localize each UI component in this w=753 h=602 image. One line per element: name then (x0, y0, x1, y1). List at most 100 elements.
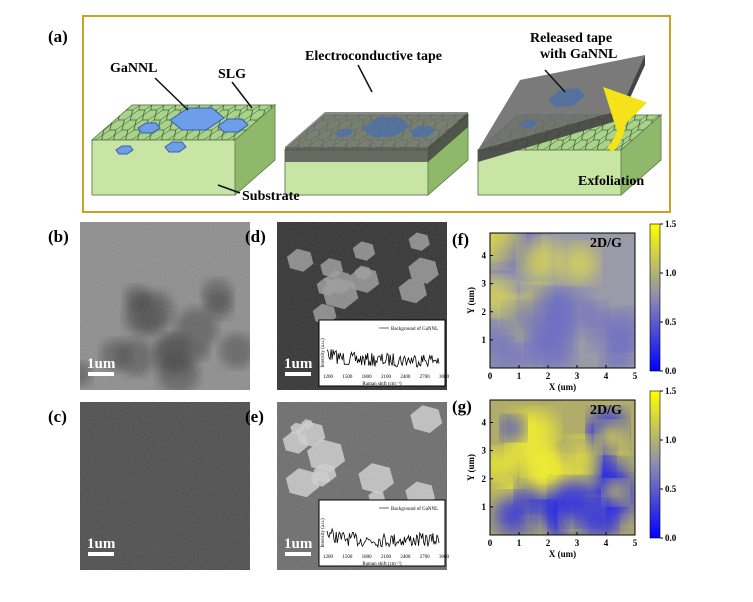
inset-tick: 2400 (400, 555, 411, 560)
panel-label: (a) (48, 27, 68, 46)
y-tick-label: 1 (482, 335, 487, 345)
inset-tick: 2700 (420, 555, 431, 560)
x-axis-label: X (um) (549, 382, 576, 392)
annotation: Substrate (242, 189, 300, 204)
inset-tick: 1500 (342, 375, 353, 380)
inset-tick: 3000 (439, 555, 450, 560)
spectrum (326, 527, 440, 549)
y-tick-label: 2 (482, 307, 487, 317)
annotation: SLG (218, 67, 246, 82)
colorbar (649, 390, 661, 539)
micrograph (80, 402, 250, 570)
colorbar-tick-label: 1.0 (665, 268, 677, 278)
x-tick-label: 3 (575, 538, 580, 548)
inset-x-label: Raman shift (cm⁻¹) (362, 381, 401, 387)
inset-y-label: Intensity (a.u.) (321, 518, 326, 548)
colorbar (649, 223, 661, 372)
x-tick-label: 1 (517, 371, 522, 381)
colorbar-tick-label: 1.5 (665, 219, 677, 229)
inset-y-label: Intensity (a.u.) (321, 338, 326, 368)
map-title: 2D/G (590, 236, 622, 251)
heat-blob (502, 302, 537, 337)
y-axis-label: Y (um) (466, 287, 476, 314)
heat-blob (519, 239, 561, 281)
colorbar-tick-label: 0.0 (665, 366, 677, 376)
y-tick-label: 3 (482, 279, 487, 289)
noise (80, 222, 250, 390)
heat-blob (596, 422, 627, 452)
colorbar-tick-label: 0.5 (665, 484, 677, 494)
scale-bar-label: 1um (284, 356, 313, 372)
heat-blob (528, 441, 553, 466)
y-tick-label: 3 (482, 446, 487, 456)
inset-tick: 1800 (362, 555, 373, 560)
panel-label: (b) (48, 227, 69, 246)
annotation: Electroconductive tape (305, 49, 442, 64)
heat-blob (490, 277, 514, 316)
micrograph (80, 222, 250, 390)
inset-tick: 2400 (400, 375, 411, 380)
colorbar-tick-label: 1.5 (665, 386, 677, 396)
inset-tick: 1800 (362, 375, 373, 380)
x-tick-label: 5 (633, 538, 638, 548)
heat-blob (603, 480, 628, 505)
panel-label: (g) (452, 397, 472, 416)
heat-blob (601, 347, 631, 368)
noise (80, 402, 250, 570)
annotation: GaNNL (110, 61, 157, 76)
y-tick-label: 2 (482, 474, 487, 484)
scale-bar-label: 1um (284, 536, 313, 552)
scale-bar (88, 552, 114, 556)
heatmap (490, 233, 635, 368)
inset-tick: 1200 (323, 375, 334, 380)
x-tick-label: 4 (604, 371, 609, 381)
heat-blob (559, 244, 599, 283)
inset-tick: 2100 (381, 375, 392, 380)
x-axis-label: X (um) (549, 549, 576, 559)
inset-x-label: Raman shift (cm⁻¹) (362, 561, 401, 567)
y-axis-label: Y (um) (466, 454, 476, 481)
panel-label: (f) (452, 230, 469, 249)
scale-bar (88, 372, 114, 376)
scale-bar (285, 552, 311, 556)
x-tick-label: 3 (575, 371, 580, 381)
heat-blob (577, 501, 617, 535)
scale-bar-label: 1um (87, 356, 116, 372)
x-tick-label: 0 (488, 538, 493, 548)
inset-tick: 3000 (439, 375, 450, 380)
y-tick-label: 4 (482, 251, 487, 261)
heatmap (490, 400, 635, 535)
colorbar-tick-label: 0.5 (665, 317, 677, 327)
panel-label: (d) (245, 227, 266, 246)
spectrum (326, 349, 440, 368)
heat-blob (506, 445, 533, 473)
annotation: Released tape (530, 31, 612, 46)
colorbar-tick-label: 0.0 (665, 533, 677, 543)
heat-blob (564, 437, 600, 472)
heat-blob (536, 290, 569, 323)
y-tick-label: 1 (482, 502, 487, 512)
annotation: Exfoliation (578, 174, 644, 189)
heat-blob (611, 330, 632, 351)
inset-tick: 2100 (381, 555, 392, 560)
map-frame (489, 232, 636, 369)
heat-blob (490, 233, 521, 257)
panel-label: (c) (48, 407, 67, 426)
map-title: 2D/G (590, 403, 622, 418)
inset-legend: Background of GaNNL (391, 327, 438, 332)
heat-blob (493, 493, 535, 535)
map-frame (489, 399, 636, 536)
x-tick-label: 5 (633, 371, 638, 381)
inset-tick: 1200 (323, 555, 334, 560)
schematic (90, 55, 663, 197)
x-tick-label: 1 (517, 538, 522, 548)
inset-tick: 1500 (342, 555, 353, 560)
x-tick-label: 0 (488, 371, 493, 381)
annotation: with GaNNL (540, 47, 617, 62)
colorbar-tick-label: 1.0 (665, 435, 677, 445)
scale-bar-label: 1um (87, 536, 116, 552)
inset-legend: Background of GaNNL (391, 507, 438, 512)
panel-label: (e) (245, 407, 264, 426)
x-tick-label: 2 (546, 538, 551, 548)
